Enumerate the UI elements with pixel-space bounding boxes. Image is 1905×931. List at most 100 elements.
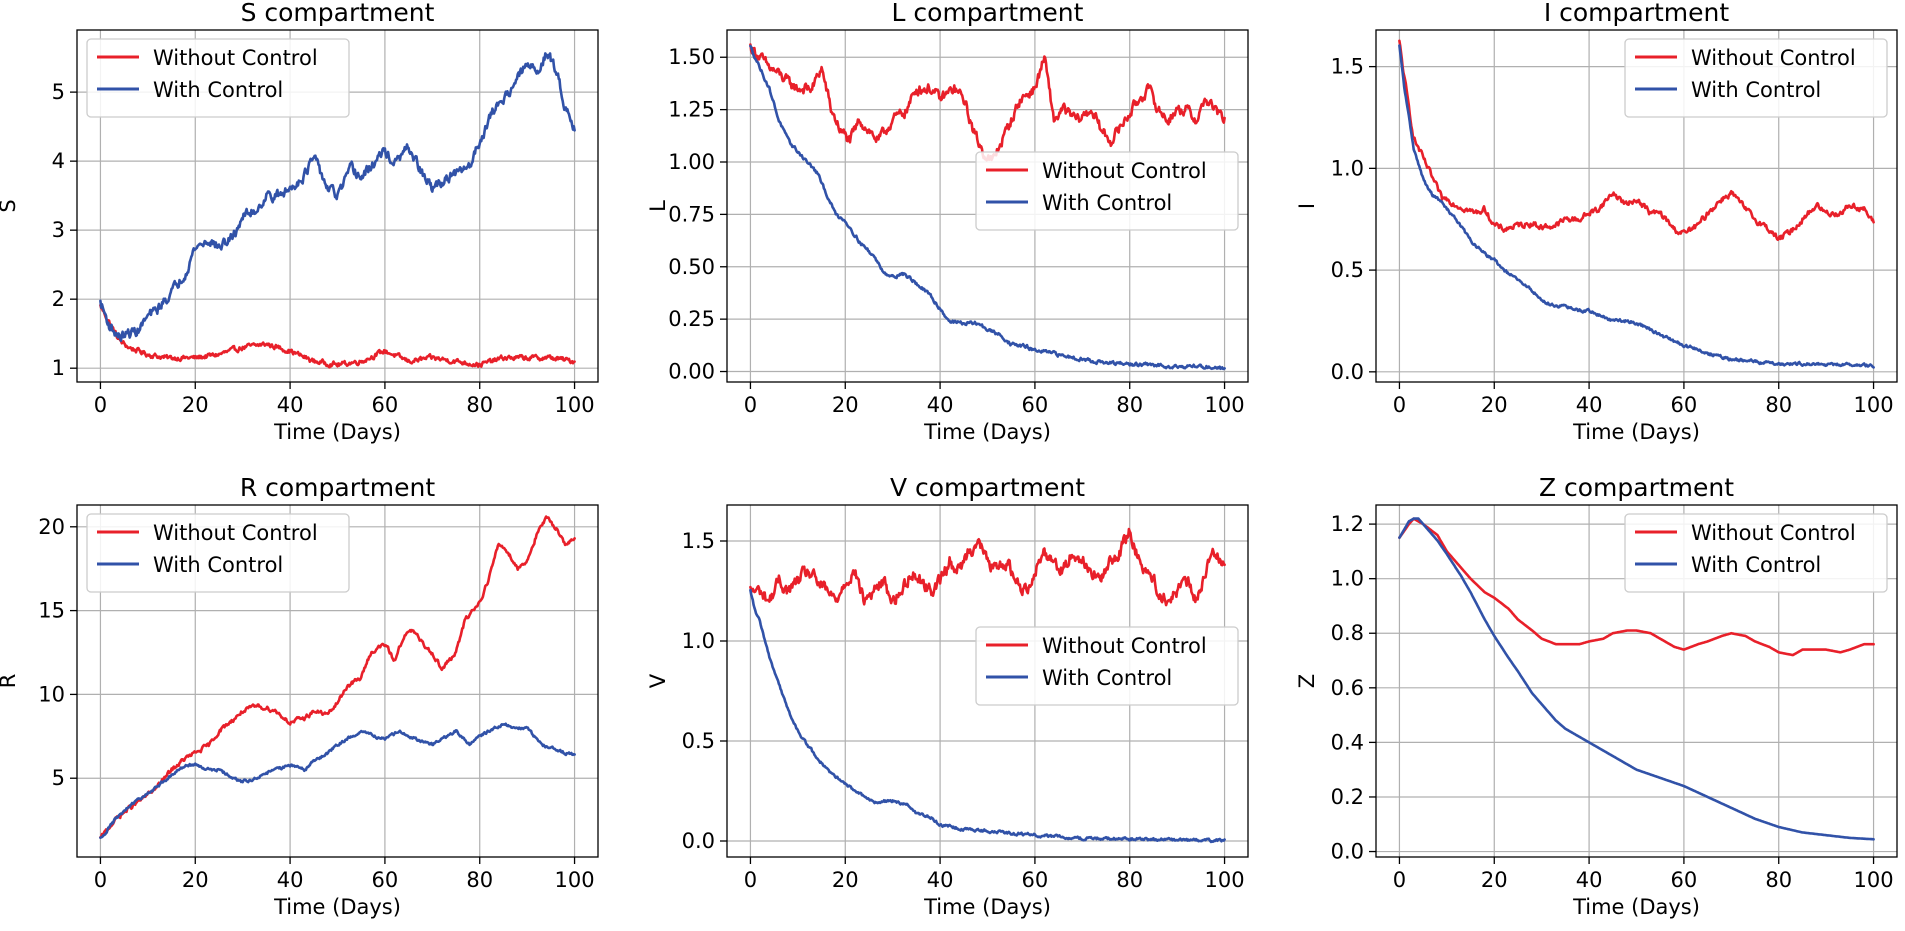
y-axis-label: S bbox=[0, 199, 20, 212]
x-tick-label: 20 bbox=[832, 868, 859, 892]
plot-frame bbox=[76, 29, 599, 383]
y-tick-label: 1.50 bbox=[668, 45, 715, 69]
y-tick-label: 0.75 bbox=[668, 202, 715, 226]
legend-label-without-control: Without Control bbox=[153, 521, 318, 545]
x-tick-label: 20 bbox=[182, 868, 209, 892]
x-tick-label: 100 bbox=[1205, 868, 1245, 892]
series-line-with-control bbox=[99, 722, 576, 840]
legend: Without Control With Control bbox=[86, 513, 350, 593]
y-tick-label: 0.0 bbox=[682, 829, 715, 853]
x-tick-label: 40 bbox=[927, 393, 954, 417]
x-tick-label: 0 bbox=[1393, 868, 1406, 892]
legend: Without Control With Control bbox=[1624, 513, 1888, 593]
l-compartment-chart: L compartment Time (Days) L 0 20 40 60 80 100… bbox=[646, 0, 1249, 444]
series-line-without-control bbox=[1398, 39, 1875, 241]
chart-title: L compartment bbox=[892, 0, 1084, 27]
plot-frame bbox=[726, 29, 1249, 383]
y-tick-label: 3 bbox=[52, 218, 65, 242]
x-axis-label: Time (Days) bbox=[273, 420, 401, 444]
s-compartment-chart: S compartment Time (Days) S 0 20 40 60 80 100… bbox=[0, 0, 599, 444]
y-axis-label: V bbox=[646, 673, 670, 688]
x-axis-label: Time (Days) bbox=[1572, 895, 1700, 919]
series-line-without-control bbox=[99, 515, 576, 839]
series-line-with-control bbox=[1398, 44, 1875, 369]
legend-label-with-control: With Control bbox=[1042, 666, 1172, 690]
y-tick-label: 2 bbox=[52, 287, 65, 311]
x-tick-label: 80 bbox=[1116, 868, 1143, 892]
x-tick-label: 80 bbox=[1765, 868, 1792, 892]
ticks: 0 20 40 60 80 100 0.00 0.25 0.50 0.75 1.00 1.25 1.50 bbox=[668, 45, 1244, 417]
ticks: 0 20 40 60 80 100 0.0 0.5 1.0 1.5 bbox=[1331, 55, 1894, 417]
legend-label-with-control: With Control bbox=[1691, 553, 1821, 577]
legend-box bbox=[86, 513, 350, 593]
x-tick-label: 0 bbox=[1393, 393, 1406, 417]
x-tick-label: 0 bbox=[94, 868, 107, 892]
y-tick-label: 0.00 bbox=[668, 360, 715, 384]
series-group bbox=[1398, 39, 1875, 369]
y-tick-label: 1.00 bbox=[668, 150, 715, 174]
y-tick-label: 1.25 bbox=[668, 98, 715, 122]
series-group bbox=[99, 515, 576, 840]
legend-label-with-control: With Control bbox=[153, 78, 283, 102]
y-tick-label: 5 bbox=[52, 80, 65, 104]
legend-label-with-control: With Control bbox=[1691, 78, 1821, 102]
x-tick-label: 100 bbox=[1205, 393, 1245, 417]
ticks: 0 20 40 60 80 100 0.0 0.5 1.0 1.5 bbox=[682, 529, 1245, 892]
plot-frame bbox=[726, 504, 1249, 858]
y-tick-label: 1 bbox=[52, 356, 65, 380]
i-compartment-chart: I compartment Time (Days) I 0 20 40 60 80 100… bbox=[1295, 0, 1898, 444]
chart-title: I compartment bbox=[1544, 0, 1730, 27]
x-tick-label: 0 bbox=[744, 868, 757, 892]
x-tick-label: 60 bbox=[1022, 868, 1049, 892]
x-tick-label: 20 bbox=[1481, 868, 1508, 892]
ticks: 0 20 40 60 80 100 1 2 3 4 5 bbox=[52, 80, 595, 417]
x-tick-label: 80 bbox=[1765, 393, 1792, 417]
series-line-without-control bbox=[1398, 517, 1875, 657]
y-tick-label: 10 bbox=[38, 682, 65, 706]
y-tick-label: 1.0 bbox=[1331, 156, 1364, 180]
chart-title: Z compartment bbox=[1539, 473, 1734, 502]
series-line-with-control bbox=[1398, 517, 1875, 841]
y-tick-label: 0.2 bbox=[1331, 785, 1364, 809]
legend: Without Control With Control bbox=[975, 626, 1239, 706]
plot-frame bbox=[1375, 29, 1898, 383]
chart-title: R compartment bbox=[240, 473, 436, 502]
x-tick-label: 20 bbox=[832, 393, 859, 417]
x-tick-label: 20 bbox=[1481, 393, 1508, 417]
legend-box bbox=[86, 38, 350, 118]
x-axis-label: Time (Days) bbox=[923, 895, 1051, 919]
x-tick-label: 0 bbox=[94, 393, 107, 417]
legend-box bbox=[975, 151, 1239, 231]
series-line-without-control bbox=[749, 527, 1226, 607]
y-tick-label: 0.8 bbox=[1331, 621, 1364, 645]
x-tick-label: 40 bbox=[927, 868, 954, 892]
series-group bbox=[749, 527, 1226, 844]
chart-title: S compartment bbox=[241, 0, 435, 27]
legend: Without Control With Control bbox=[86, 38, 350, 118]
x-tick-label: 60 bbox=[372, 868, 399, 892]
y-axis-label: I bbox=[1295, 203, 1319, 209]
x-tick-label: 60 bbox=[1671, 393, 1698, 417]
x-axis-label: Time (Days) bbox=[273, 895, 401, 919]
y-tick-label: 1.5 bbox=[682, 529, 715, 553]
y-tick-label: 1.0 bbox=[1331, 567, 1364, 591]
z-compartment-chart: Z compartment Time (Days) Z 0 20 40 60 80 100… bbox=[1295, 473, 1898, 919]
y-tick-label: 0.0 bbox=[1331, 840, 1364, 864]
legend-label-without-control: Without Control bbox=[1042, 159, 1207, 183]
series-group bbox=[1398, 517, 1875, 841]
legend: Without Control With Control bbox=[975, 151, 1239, 231]
x-tick-label: 40 bbox=[277, 868, 304, 892]
x-tick-label: 60 bbox=[372, 393, 399, 417]
x-tick-label: 60 bbox=[1022, 393, 1049, 417]
x-tick-label: 100 bbox=[555, 393, 595, 417]
x-tick-label: 20 bbox=[182, 393, 209, 417]
y-axis-label: Z bbox=[1295, 674, 1319, 688]
series-line-without-control bbox=[749, 43, 1226, 162]
x-tick-label: 40 bbox=[1576, 868, 1603, 892]
y-tick-label: 0.5 bbox=[682, 729, 715, 753]
x-tick-label: 40 bbox=[1576, 393, 1603, 417]
legend-box bbox=[975, 626, 1239, 706]
x-tick-label: 80 bbox=[466, 393, 493, 417]
series-line-without-control bbox=[99, 303, 576, 369]
